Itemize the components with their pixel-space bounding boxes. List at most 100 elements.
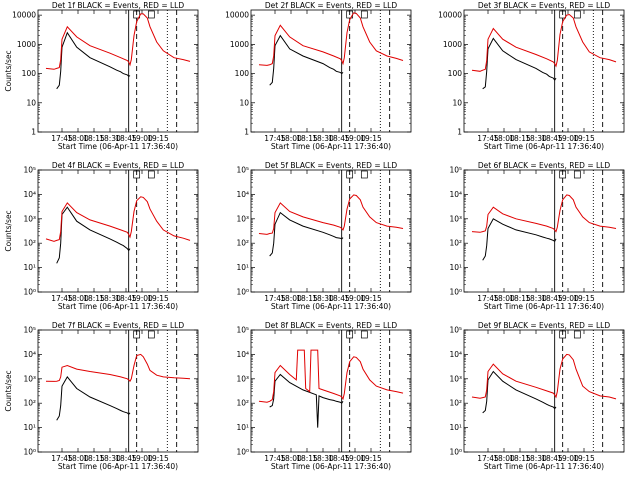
x-tick-label: 18:45 — [115, 294, 137, 303]
attenuator-marker — [573, 170, 581, 179]
y-tick-label: 1 — [244, 128, 249, 137]
y-tick-label: 10⁰ — [23, 288, 36, 297]
x-tick-label: 19:15 — [147, 294, 169, 303]
x-axis-label: Start Time (06-Apr-11 17:36:40) — [58, 142, 178, 151]
y-axis-label: Counts/sec — [4, 50, 13, 91]
chart-panel-3: Det 3f BLACK = Events, RED = LLD 1 10 100 10… — [438, 1, 625, 151]
attenuator-marker — [573, 10, 581, 19]
chart-panel-7: Det 7f BLACK = Events, RED = LLD 10⁰ 10¹ 10… — [4, 321, 199, 471]
x-tick-label: 18:45 — [541, 294, 563, 303]
y-tick-label: 10⁴ — [449, 190, 462, 199]
chart-panel-2: Det 2f BLACK = Events, RED = LLD 1 10 100 10… — [225, 1, 412, 151]
y-tick-label: 10 — [239, 98, 249, 107]
x-axis-label: Start Time (06-Apr-11 17:36:40) — [58, 302, 178, 311]
x-tick-label: 18:00 — [67, 294, 89, 303]
x-tick-label: 18:45 — [115, 134, 137, 143]
x-tick-label: 18:30 — [312, 454, 334, 463]
chart-title: Det 2f BLACK = Events, RED = LLD — [265, 1, 398, 10]
series-lld — [45, 13, 191, 70]
y-tick-label: 10⁵ — [236, 326, 249, 335]
plot-frame — [250, 169, 412, 293]
x-tick-label: 18:00 — [280, 454, 302, 463]
x-tick-label: 18:30 — [525, 294, 547, 303]
y-tick-label: 1000 — [17, 40, 36, 49]
chart-panel-5: Det 5f BLACK = Events, RED = LLD 10⁰ 10¹ 10… — [236, 161, 412, 311]
y-tick-label: 10³ — [23, 374, 36, 383]
y-tick-label: 10⁴ — [236, 190, 249, 199]
y-tick-label: 10² — [449, 239, 462, 248]
x-tick-label: 18:00 — [67, 454, 89, 463]
x-tick-label: 18:00 — [493, 294, 515, 303]
x-tick-label: 18:15 — [509, 454, 531, 463]
x-tick-label: 18:45 — [115, 454, 137, 463]
y-tick-label: 10² — [23, 399, 36, 408]
x-tick-label: 18:15 — [83, 134, 105, 143]
x-tick-label: 18:45 — [328, 294, 350, 303]
series-lld — [471, 13, 617, 72]
plot-frame — [463, 169, 625, 293]
series-events — [482, 370, 557, 414]
x-tick-label: 18:00 — [493, 134, 515, 143]
y-tick-label: 10¹ — [236, 263, 249, 272]
y-tick-label: 100 — [448, 69, 463, 78]
y-tick-label: 10000 — [438, 11, 462, 20]
x-tick-label: 18:30 — [99, 294, 121, 303]
series-events — [269, 373, 344, 428]
chart-panel-6: Det 6f BLACK = Events, RED = LLD 10⁰ 10¹ 10… — [449, 161, 625, 311]
x-tick-label: 19:00 — [131, 454, 153, 463]
x-axis-label: Start Time (06-Apr-11 17:36:40) — [271, 302, 391, 311]
y-tick-label: 10³ — [23, 214, 36, 223]
x-tick-label: 18:15 — [83, 294, 105, 303]
y-tick-label: 10¹ — [236, 423, 249, 432]
x-tick-label: 17:45 — [51, 454, 73, 463]
chart-title: Det 9f BLACK = Events, RED = LLD — [478, 321, 611, 330]
x-tick-label: 17:45 — [51, 294, 73, 303]
x-tick-label: 17:45 — [477, 454, 499, 463]
y-tick-label: 10000 — [12, 11, 36, 20]
x-tick-label: 17:45 — [477, 294, 499, 303]
series-events — [482, 218, 557, 261]
y-tick-label: 10⁴ — [23, 350, 36, 359]
plot-frame — [250, 329, 412, 453]
y-tick-label: 10 — [26, 98, 36, 107]
attenuator-marker — [346, 330, 354, 339]
y-tick-label: 10³ — [449, 374, 462, 383]
attenuator-marker — [346, 170, 354, 179]
x-tick-label: 17:45 — [477, 134, 499, 143]
chart-panel-4: Det 4f BLACK = Events, RED = LLD 10⁰ 10¹ 10… — [4, 161, 199, 311]
plot-frame — [37, 329, 199, 453]
y-axis-label: Counts/sec — [4, 370, 13, 411]
y-tick-label: 10² — [449, 399, 462, 408]
chart-title: Det 1f BLACK = Events, RED = LLD — [52, 1, 185, 10]
x-tick-label: 18:30 — [312, 294, 334, 303]
y-tick-label: 10³ — [236, 374, 249, 383]
x-tick-label: 19:15 — [360, 454, 382, 463]
plot-frame — [37, 169, 199, 293]
attenuator-marker — [147, 330, 155, 339]
x-tick-label: 19:15 — [573, 134, 595, 143]
x-tick-label: 19:15 — [573, 454, 595, 463]
chart-title: Det 6f BLACK = Events, RED = LLD — [478, 161, 611, 170]
x-tick-label: 18:45 — [328, 454, 350, 463]
x-tick-label: 18:00 — [280, 294, 302, 303]
x-tick-label: 19:00 — [557, 294, 579, 303]
x-axis-label: Start Time (06-Apr-11 17:36:40) — [484, 142, 604, 151]
attenuator-marker — [133, 170, 141, 179]
plot-frame — [463, 9, 625, 133]
y-tick-label: 10¹ — [23, 423, 36, 432]
series-events — [269, 34, 344, 86]
x-tick-label: 19:15 — [147, 454, 169, 463]
x-axis-label: Start Time (06-Apr-11 17:36:40) — [271, 142, 391, 151]
y-tick-label: 10³ — [236, 214, 249, 223]
x-tick-label: 18:45 — [541, 454, 563, 463]
series-events — [482, 37, 557, 90]
x-tick-label: 18:15 — [296, 294, 318, 303]
plot-frame — [250, 9, 412, 133]
x-tick-label: 18:00 — [280, 134, 302, 143]
chart-panel-8: Det 8f BLACK = Events, RED = LLD 10⁰ 10¹ 10… — [236, 321, 412, 471]
y-tick-label: 10⁰ — [449, 448, 462, 457]
y-tick-label: 10⁴ — [449, 350, 462, 359]
y-tick-label: 10³ — [449, 214, 462, 223]
x-tick-label: 18:15 — [509, 134, 531, 143]
attenuator-marker — [559, 170, 567, 179]
